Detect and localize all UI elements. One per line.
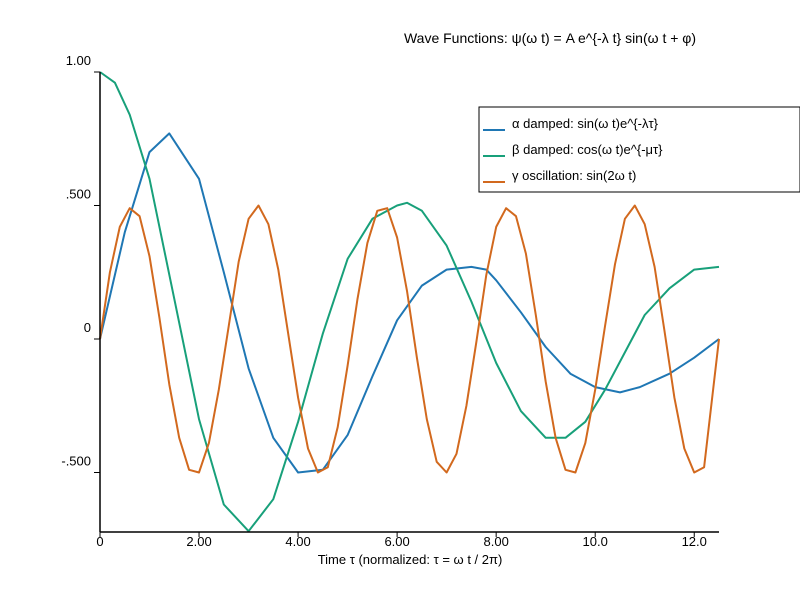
legend-label: γ oscillation: sin(2ω t) [512,168,636,183]
legend-label: β damped: cos(ω t)e^{-μτ} [512,142,663,157]
x-axis-label: Time τ (normalized: τ = ω t / 2π) [318,552,503,567]
x-tick-label: 4.00 [285,534,310,549]
series-line-2 [99,71,720,533]
series-line-1 [99,132,720,474]
x-tick-label: 0 [96,534,103,549]
y-tick-label: 0 [84,320,91,335]
y-tick-label: .500 [66,187,91,202]
legend-frame [478,106,800,193]
series-layer [99,71,720,533]
x-tick-label: 12.0 [682,534,707,549]
x-tick-label: 8.00 [484,534,509,549]
legend: α damped: sin(ω t)e^{-λτ} β damped: cos(ω… [478,106,800,193]
x-tick-label: 10.0 [583,534,608,549]
series-line-3 [99,204,720,474]
x-tick-label: 2.00 [186,534,211,549]
y-tick-label: -.500 [61,454,91,469]
axes-layer: 0 2.00 4.00 6.00 8.00 10.0 12.0 -.500 0 .500 1.00 [61,53,719,549]
chart-title: Wave Functions: ψ(ω t) = A e^{-λ t} sin(… [404,30,696,46]
legend-items: α damped: sin(ω t)e^{-λτ} β damped: cos(ω… [483,116,663,183]
x-tick-label: 6.00 [384,534,409,549]
y-tick-label: 1.00 [66,53,91,68]
legend-label: α damped: sin(ω t)e^{-λτ} [512,116,659,131]
